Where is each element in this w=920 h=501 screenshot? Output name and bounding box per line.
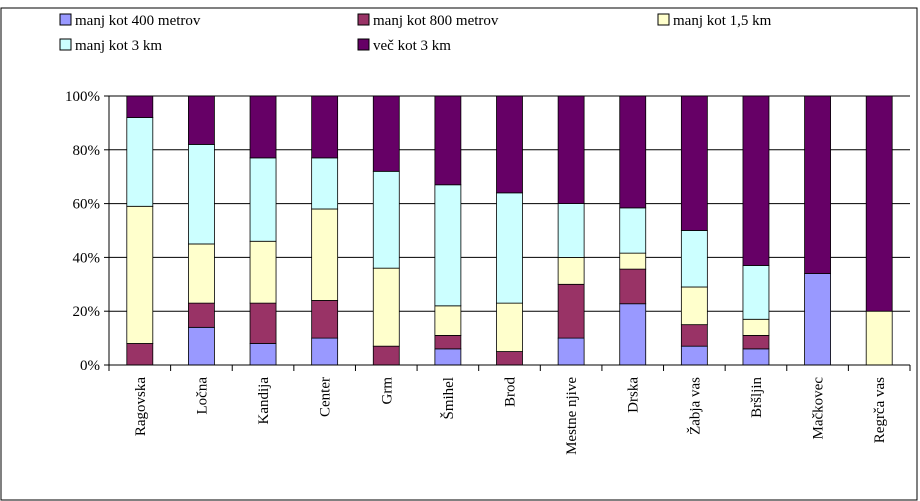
bar-segment [249,302,277,344]
legend-swatch [59,38,72,51]
legend: manj kot 400 metrov manj kot 800 metrov ma… [59,13,772,54]
axes [104,95,911,371]
bar-segment [434,335,462,350]
bar-segment [742,95,770,266]
y-tick-label: 40% [73,250,101,266]
bar-segment [188,302,215,328]
bar-segment [804,273,831,366]
bar-segment [619,207,647,254]
bar-segment [372,267,400,347]
bar-segment [557,283,585,339]
x-tick-label: Ločna [194,377,210,415]
bar-segment [619,303,647,366]
x-tick-label: Kandija [256,377,272,425]
bar-segment [680,286,708,326]
bar-segment [188,95,215,145]
bar-segment [126,343,154,366]
bar-segment [742,265,770,320]
bar-segment [496,192,523,304]
bar-segment [496,95,523,194]
bar-segment [619,268,647,305]
x-tick-label: Ragovska [133,377,149,437]
legend-label: manj kot 3 km [75,38,162,54]
bar-segment [126,95,154,118]
bar-segment [434,305,462,336]
bar-segment [742,318,770,336]
bars [126,95,893,366]
bar-segment [496,302,523,352]
bar-segment [865,95,893,312]
legend-swatch [59,13,72,26]
bar-segment [742,348,770,366]
y-tick-label: 20% [73,304,101,320]
x-tick-label: Žabja vas [686,377,703,435]
legend-swatch [357,13,370,26]
bar-segment [249,157,277,242]
x-tick-label: Regrča vas [872,377,888,443]
bar-segment [804,95,831,274]
x-tick-label: Brod [503,377,519,408]
bar-segment [249,95,277,159]
bar-segment [311,95,339,159]
bar-segment [496,351,523,366]
bar-segment [742,335,770,350]
bar-segment [619,252,647,270]
x-tick-labels: Ragovska Ločna Kandija Center Grm Šmihel Brod M… [133,377,888,455]
bar-segment [188,326,215,366]
y-tick-label: 0% [80,358,100,374]
bar-segment [126,205,154,344]
legend-swatch [657,13,670,26]
bar-segment [434,95,462,186]
y-tick-labels: 0% 20% 40% 60% 80% 100% [65,89,100,374]
bar-segment [311,157,339,210]
bar-segment [126,117,154,207]
x-tick-label: Mestne njive [564,377,580,455]
bar-segment [680,324,708,347]
bar-segment [557,256,585,285]
legend-label: več kot 3 km [373,38,451,54]
x-tick-label: Šmihel [440,377,457,420]
bar-segment [372,170,400,269]
bar-segment [557,337,585,366]
y-tick-label: 100% [65,89,100,105]
legend-swatch [357,38,370,51]
x-tick-label: Drska [626,377,642,413]
legend-label: manj kot 800 metrov [373,13,499,29]
bar-segment [619,95,647,209]
bar-segment [311,337,339,366]
bar-segment [434,184,462,307]
legend-label: manj kot 1,5 km [673,13,772,29]
x-tick-label: Center [318,377,334,417]
legend-label: manj kot 400 metrov [75,13,201,29]
y-tick-label: 60% [73,197,101,213]
bar-segment [680,230,708,288]
bar-segment [311,208,339,301]
bar-segment [372,95,400,172]
x-tick-label: Grm [379,377,395,405]
bar-segment [249,240,277,304]
bar-segment [249,343,277,366]
bar-segment [188,243,215,304]
bar-segment [557,95,585,204]
y-tick-label: 80% [73,143,101,159]
bar-segment [680,345,708,366]
x-tick-label: Mačkovec [811,377,827,440]
bar-segment [557,203,585,258]
x-tick-label: Bršljin [749,377,765,418]
bar-segment [865,310,893,366]
bar-segment [372,345,400,366]
bar-segment [311,300,339,339]
bar-segment [680,95,708,231]
bar-segment [434,348,462,366]
bar-segment [188,144,215,245]
